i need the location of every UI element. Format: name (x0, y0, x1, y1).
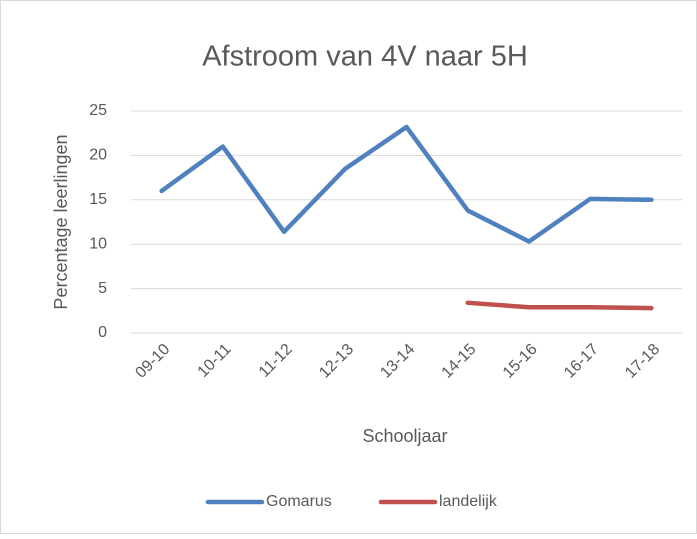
legend-label: Gomarus (266, 493, 332, 510)
x-axis-label: Schooljaar (362, 426, 447, 446)
y-axis-label: Percentage leerlingen (51, 134, 71, 309)
chart-title: Afstroom van 4V naar 5H (202, 41, 528, 73)
y-tick-label: 20 (89, 147, 107, 164)
legend-label: landelijk (439, 493, 498, 510)
y-tick-label: 5 (98, 280, 107, 297)
line-series (465, 300, 654, 311)
y-tick-label: 15 (89, 191, 107, 208)
y-tick-label: 0 (98, 324, 107, 341)
line-series (159, 124, 654, 244)
y-tick-label: 10 (89, 235, 107, 252)
y-tick-label: 25 (89, 102, 107, 119)
